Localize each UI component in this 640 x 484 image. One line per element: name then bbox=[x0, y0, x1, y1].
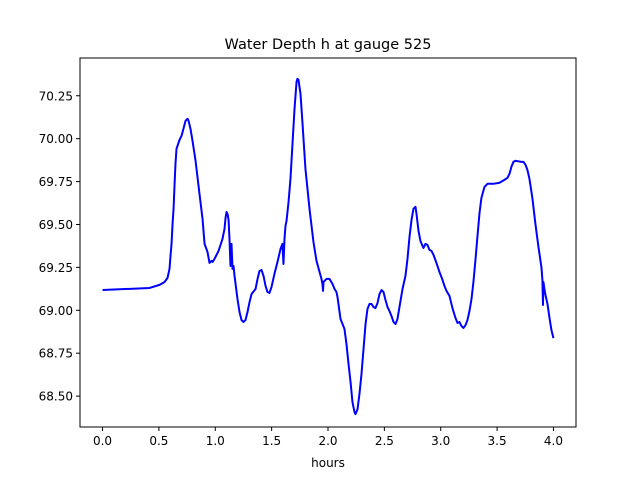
x-tick-label: 1.5 bbox=[262, 434, 281, 448]
y-tick-label: 69.00 bbox=[39, 304, 73, 318]
series-line-h bbox=[102, 77, 555, 416]
x-tick-label: 4.0 bbox=[544, 434, 563, 448]
y-tick-label: 68.50 bbox=[39, 390, 73, 404]
y-tick-label: 69.25 bbox=[39, 261, 73, 275]
y-tick-label: 70.00 bbox=[39, 132, 73, 146]
y-tick-label: 69.75 bbox=[39, 175, 73, 189]
x-tick-label: 2.0 bbox=[318, 434, 337, 448]
x-axis-label: hours bbox=[311, 456, 345, 470]
x-tick-label: 3.0 bbox=[431, 434, 450, 448]
chart-title: Water Depth h at gauge 525 bbox=[225, 37, 432, 53]
y-tick-label: 68.75 bbox=[39, 347, 73, 361]
x-tick-label: 2.5 bbox=[375, 434, 394, 448]
x-tick-label: 1.0 bbox=[206, 434, 225, 448]
plot-area-frame bbox=[79, 57, 577, 428]
y-tick-label: 69.50 bbox=[39, 218, 73, 232]
x-tick-label: 0.5 bbox=[149, 434, 168, 448]
y-tick-label: 70.25 bbox=[39, 89, 73, 103]
x-tick-label: 0.0 bbox=[93, 434, 112, 448]
x-tick-label: 3.5 bbox=[488, 434, 507, 448]
